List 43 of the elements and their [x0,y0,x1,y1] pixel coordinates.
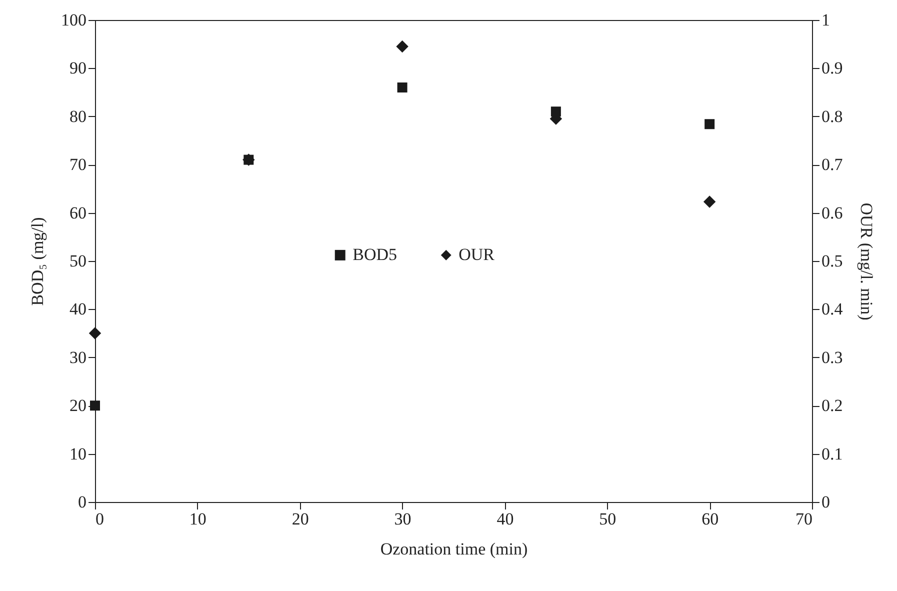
point [704,119,715,130]
y-tick-label: 60 [70,203,86,222]
y2-tick-label: 0.4 [822,300,844,319]
y2-tick-label: 0.6 [822,203,843,222]
y-tick-label: 80 [70,106,86,126]
y-tick-label: 90 [70,58,86,78]
y2-tick-label: 1 [822,10,830,30]
y-tick-label: 100 [61,10,86,30]
x-tick-label: 10 [189,510,206,528]
y2-tick-label: 0.3 [822,348,843,367]
point [244,154,254,165]
y-tick-label: 30 [70,348,86,367]
y2-tick-label: 0.8 [822,106,843,126]
point [397,82,408,92]
point [703,196,716,208]
x-tick-label: 0 [96,510,104,528]
legend-label: BOD5 [352,245,398,264]
point [550,106,561,117]
x-tick-label: 50 [599,510,616,528]
y2-tick-label: 0 [822,492,830,512]
y-tick-label: 50 [70,252,86,270]
y-tick-label: 10 [70,444,86,464]
point [90,400,100,411]
y-tick-label: 0 [78,492,86,512]
x-tick-label: 60 [702,510,719,528]
x-tick-label: 20 [292,510,309,528]
point [88,327,102,340]
point [396,40,408,53]
y2-tick-label: 0.5 [822,252,843,270]
y-tick-label: 40 [70,300,86,319]
y-axis-title: BOD₅ (mg/l) [28,217,47,306]
legend-label: OUR [458,245,496,264]
x-tick-label: 40 [496,510,514,528]
y-tick-label: 70 [70,155,86,174]
y2-tick-label: 0.9 [822,58,843,78]
y2-tick-label: 0.7 [822,155,844,174]
y-tick-label: 20 [70,396,86,416]
x-axis-title: Ozonation time (min) [380,540,528,558]
x-tick-label: 30 [394,510,412,528]
y2-axis-title: OUR (mg/l. min) [856,202,876,320]
y2-tick-label: 0.2 [822,396,843,416]
x-tick-label: 70 [796,510,812,528]
y2-tick-label: 0.1 [822,444,843,464]
